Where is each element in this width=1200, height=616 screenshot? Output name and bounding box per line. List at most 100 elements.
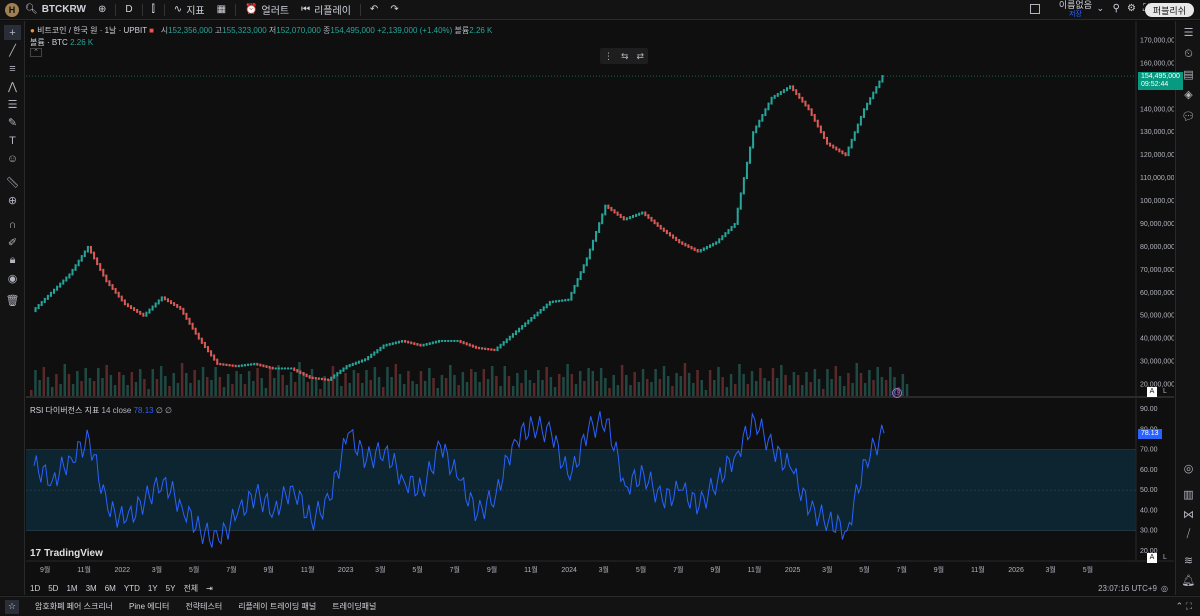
layout-icon[interactable]	[1030, 4, 1040, 14]
user-avatar[interactable]: H	[5, 2, 19, 17]
rsi-auto-scale-button[interactable]: A	[1147, 553, 1157, 563]
emoji-icon[interactable]: ☺	[6, 152, 19, 165]
volume-bar	[411, 381, 414, 396]
interval-button[interactable]: D	[119, 0, 138, 20]
price-candle	[545, 303, 548, 309]
price-tick-label: 110,000,000	[1140, 175, 1174, 182]
range-ytd[interactable]: YTD	[123, 583, 140, 593]
settings-circle-icon[interactable]: ◎	[1161, 583, 1168, 593]
widget-bar: ☰ ⏲ ▤ ◈ 💬︎ ◎ ▥ ⋈ ⧸ ≋ 🔔︎	[1175, 21, 1200, 595]
data-window-icon[interactable]: ▤	[1183, 69, 1194, 81]
events-marker-icon[interactable]: ◷	[892, 388, 902, 398]
templates-button[interactable]: ▦	[211, 0, 232, 20]
price-candle	[117, 291, 120, 298]
range-6m[interactable]: 6M	[104, 583, 116, 593]
price-candle	[776, 92, 779, 97]
price-candle	[287, 367, 290, 370]
auto-scale-button[interactable]: A	[1147, 387, 1157, 397]
settings-sliders-icon[interactable]: ⇆	[620, 50, 629, 61]
stream-icon[interactable]: ≋	[1183, 555, 1194, 567]
zoom-in-icon[interactable]: ⊕	[7, 195, 18, 207]
fib-retracement-icon[interactable]: ☰	[7, 99, 18, 111]
go-to-date-icon[interactable]: ⇥	[206, 583, 213, 593]
stay-drawing-icon[interactable]: ✐	[7, 237, 18, 249]
eye-icon[interactable]: ◉	[7, 273, 18, 285]
crosshair-icon[interactable]: +	[4, 25, 21, 40]
publish-button[interactable]: 퍼블리쉬	[1144, 3, 1194, 17]
chat-icon[interactable]: 💬︎	[1181, 111, 1196, 123]
price-tick-label: 80,000,000	[1140, 244, 1174, 251]
volume-bar	[260, 378, 263, 396]
undo-button[interactable]: ↶	[364, 0, 384, 20]
tab-trading-panel[interactable]: 트레이딩패널	[332, 602, 377, 611]
chart-canvas[interactable]: 170,000,000160,000,000150,000,000140,000…	[26, 21, 1174, 581]
price-candle	[231, 364, 234, 367]
compare-button[interactable]: ⊕	[92, 0, 112, 20]
text-icon[interactable]: T	[9, 134, 16, 147]
price-candle	[139, 310, 142, 315]
price-candle	[308, 375, 311, 379]
maximize-panel-icon[interactable]: ⌃ ⛶	[1175, 601, 1192, 611]
pine-icon[interactable]: ⧸	[1186, 528, 1191, 540]
price-tick-label: 100,000,000	[1140, 198, 1174, 205]
indicators-button[interactable]: ∿ 지표	[168, 0, 211, 20]
range-3m[interactable]: 3M	[85, 583, 97, 593]
collapse-legend-icon[interactable]: ⌃	[30, 48, 42, 57]
replay-button[interactable]: ⏮ 리플레이	[295, 0, 357, 20]
range-1y[interactable]: 1Y	[147, 583, 158, 593]
filter-sliders-icon[interactable]: ⇄	[636, 50, 645, 61]
range-5y[interactable]: 5Y	[165, 583, 176, 593]
save-layout-button[interactable]: 이름없음 저장	[1059, 1, 1092, 19]
watchlist-icon[interactable]: ☰	[1183, 27, 1194, 39]
symbol-search[interactable]: 🔍︎ BTCKRW	[19, 0, 92, 20]
tab-pine-editor[interactable]: Pine 에디터	[129, 602, 170, 611]
chevron-down-icon[interactable]: ⌄	[1096, 3, 1104, 13]
horizontal-lines-icon[interactable]: ≡	[9, 62, 16, 75]
alerts-button[interactable]: ⏰ 얼러트	[239, 0, 295, 20]
price-candle	[213, 354, 216, 361]
rsi-log-scale-button[interactable]: L	[1163, 554, 1167, 561]
trend-line-icon[interactable]: ╱	[9, 45, 16, 57]
range-1m[interactable]: 1M	[66, 583, 78, 593]
price-candle	[404, 339, 407, 343]
chart-type-button[interactable]: ⫿	[146, 0, 161, 20]
drag-handle-icon[interactable]: ⋮	[603, 50, 613, 61]
time-tick-label: 5월	[636, 565, 646, 574]
price-candle	[74, 264, 77, 271]
range-1d[interactable]: 1D	[30, 583, 41, 593]
layers-icon[interactable]: ◈	[1184, 89, 1193, 101]
range-5d[interactable]: 5D	[48, 583, 59, 593]
volume-bar	[616, 385, 620, 396]
price-tick-label: 70,000,000	[1140, 267, 1174, 274]
ruler-icon[interactable]: 📏︎	[5, 177, 20, 189]
price-candle	[730, 226, 733, 232]
star-icon[interactable]: ☆	[5, 599, 19, 614]
timezone-clock[interactable]: 23:07:16 UTC+9	[1098, 583, 1158, 593]
tab-screener[interactable]: 암호화폐 페어 스크리너	[35, 602, 114, 611]
price-candle	[474, 345, 477, 349]
price-candle	[425, 343, 428, 346]
calendar-icon[interactable]: ▥	[1183, 489, 1194, 501]
chart-area[interactable]: 170,000,000160,000,000150,000,000140,000…	[26, 21, 1183, 581]
log-scale-button[interactable]: L	[1163, 388, 1167, 395]
price-candle	[712, 242, 715, 247]
quick-search-icon[interactable]: ⚲	[1112, 3, 1120, 14]
volume-bar	[558, 374, 561, 396]
gear-icon[interactable]: ⚙	[1127, 3, 1136, 14]
pitchfork-icon[interactable]: ⋀	[7, 81, 18, 93]
ideas-icon[interactable]: ◎	[1183, 463, 1194, 475]
volume-bar	[826, 369, 829, 396]
tab-replay-panel[interactable]: 리플레이 트레이딩 패널	[238, 602, 317, 611]
network-icon[interactable]: ⋈	[1183, 509, 1194, 521]
price-candle	[853, 131, 856, 141]
alerts-clock-icon[interactable]: ⏲	[1184, 48, 1193, 60]
trash-icon[interactable]: 🗑︎	[5, 295, 20, 307]
lock-icon[interactable]: 🔒︎	[9, 254, 16, 266]
magnet-icon[interactable]: ∩	[8, 218, 17, 231]
redo-button[interactable]: ↷	[384, 0, 404, 20]
range-all[interactable]: 전체	[183, 583, 199, 593]
volume-bar	[298, 362, 301, 396]
brush-icon[interactable]: ✎	[7, 117, 18, 129]
notification-bell-icon[interactable]: 🔔︎	[1181, 575, 1196, 587]
tab-strategy-tester[interactable]: 전략테스터	[185, 602, 223, 611]
